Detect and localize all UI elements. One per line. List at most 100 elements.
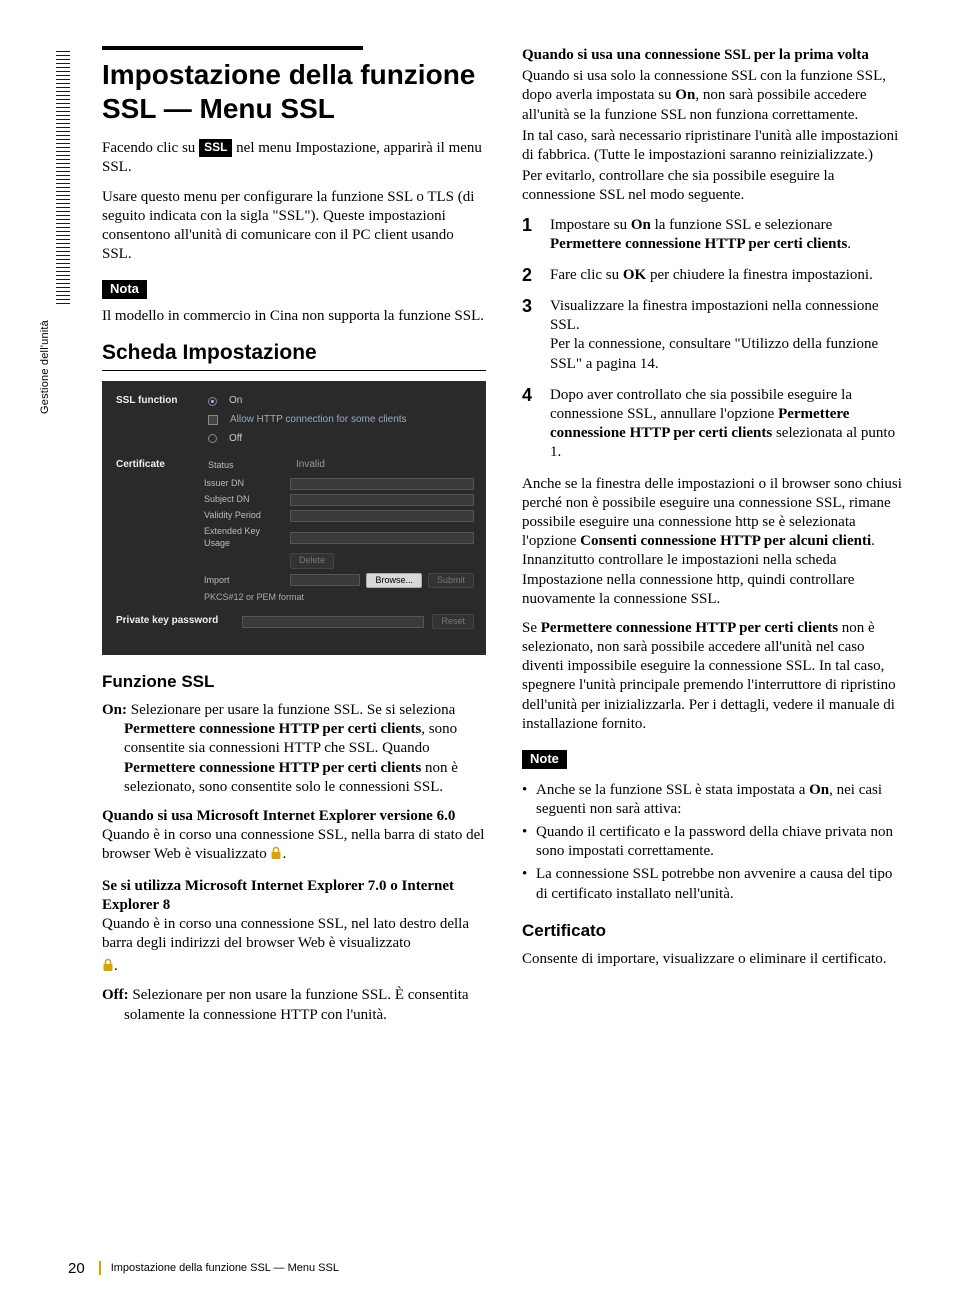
ie78-lock-line: . (102, 957, 486, 976)
text: Anche se la funzione SSL è stata imposta… (536, 782, 809, 798)
notes-list: Anche se la funzione SSL è stata imposta… (522, 781, 906, 904)
row-certificate: Certificate Status Invalid (114, 459, 474, 472)
text: Quando è in corso una connessione SSL, n… (102, 916, 469, 951)
footer-title: Impostazione della funzione SSL — Menu S… (99, 1261, 339, 1275)
heading-scheda-impostazione: Scheda Impostazione (102, 340, 486, 371)
label-eku: Extended Key Usage (204, 526, 284, 549)
text: Quando è in corso una connessione SSL, n… (102, 827, 484, 862)
delete-button[interactable]: Delete (290, 553, 334, 569)
step-1: Impostare su On la funzione SSL e selezi… (522, 216, 906, 254)
first-time-p2: In tal caso, sarà necessario ripristinar… (522, 127, 906, 165)
text: Selezionare per usare la funzione SSL. S… (127, 702, 455, 718)
lock-icon (102, 958, 114, 972)
text: Per la connessione, consultare "Utilizzo… (550, 336, 878, 371)
row-allow: Allow HTTP connection for some clients (114, 414, 474, 427)
text: Impostare su (550, 217, 631, 233)
certificato-text: Consente di importare, visualizzare o el… (522, 950, 906, 969)
text: non è selezionato, non sarà possibile ac… (522, 620, 896, 732)
field-eku (290, 532, 474, 544)
field-subject (290, 494, 474, 506)
column-left: Impostazione della funzione SSL — Menu S… (102, 46, 486, 1035)
label-off: Off: (102, 987, 129, 1003)
first-time-p3: Per evitarlo, controllare che sia possib… (522, 167, 906, 205)
row-validity: Validity Period (114, 510, 474, 522)
nota-text: Il modello in commercio in Cina non supp… (102, 307, 486, 326)
field-import[interactable] (290, 574, 360, 586)
step-3: Visualizzare la finestra impostazioni ne… (522, 297, 906, 374)
nota-badge: Nota (102, 280, 147, 299)
radio-on-label: On (229, 395, 242, 408)
label-private-key-password: Private key password (114, 615, 234, 628)
field-validity (290, 510, 474, 522)
first-time-p1: Quando si usa solo la connessione SSL co… (522, 67, 906, 125)
reset-button[interactable]: Reset (432, 614, 474, 630)
submit-button[interactable]: Submit (428, 573, 474, 589)
row-eku: Extended Key Usage (114, 526, 474, 549)
step-4: Dopo aver controllato che sia possibile … (522, 386, 906, 463)
label-on: On: (102, 702, 127, 718)
row-off: Off (114, 433, 474, 446)
checkbox-allow-http[interactable] (208, 415, 218, 425)
label-import: Import (204, 575, 284, 587)
label-certificate: Certificate (114, 459, 200, 472)
first-time-heading-paragraph: Quando si usa una connessione SSL per la… (522, 46, 906, 65)
step-2: Fare clic su OK per chiudere la finestra… (522, 266, 906, 285)
text-bold: Permettere connessione HTTP per certi cl… (550, 236, 847, 252)
settings-screenshot: SSL function On Allow HTTP connection fo… (102, 381, 486, 655)
radio-off-icon[interactable] (208, 434, 217, 443)
intro-paragraph-2: Usare questo menu per configurare la fun… (102, 188, 486, 265)
ie78-paragraph: Se si utilizza Microsoft Internet Explor… (102, 877, 486, 954)
text: . (114, 958, 118, 974)
page-footer: 20 Impostazione della funzione SSL — Men… (68, 1259, 339, 1278)
label-validity: Validity Period (204, 510, 284, 522)
browse-button[interactable]: Browse... (366, 573, 422, 589)
column-right: Quando si usa una connessione SSL per la… (522, 46, 906, 1035)
checkbox-allow-label: Allow HTTP connection for some clients (230, 414, 407, 427)
text-bold: OK (623, 267, 646, 283)
heading-funzione-ssl: Funzione SSL (102, 671, 486, 693)
row-ssl-function: SSL function On (114, 395, 474, 408)
text-bold: On (675, 87, 695, 103)
label-issuer: Issuer DN (204, 478, 284, 490)
text-bold: On (631, 217, 651, 233)
off-option-paragraph: Off: Selezionare per non usare la funzio… (102, 986, 486, 1024)
row-private-key: Private key password Reset (114, 614, 474, 630)
text: Selezionare per non usare la funzione SS… (124, 987, 469, 1022)
text: Se (522, 620, 541, 636)
text-bold: On (809, 782, 829, 798)
text: Visualizzare la finestra impostazioni ne… (550, 298, 879, 333)
after-steps-p1: Anche se la finestra delle impostazioni … (522, 475, 906, 609)
text-bold: Permettere connessione HTTP per certi cl… (124, 760, 421, 776)
after-steps-p2: Se Permettere connessione HTTP per certi… (522, 619, 906, 734)
intro-paragraph-1: Facendo clic su SSL nel menu Impostazion… (102, 139, 486, 177)
row-subject: Subject DN (114, 494, 474, 506)
field-issuer (290, 478, 474, 490)
note-3: La connessione SSL potrebbe non avvenire… (522, 865, 906, 903)
page-title: Impostazione della funzione SSL — Menu S… (102, 58, 486, 125)
label-status: Status (208, 460, 288, 472)
label-format: PKCS#12 or PEM format (114, 592, 474, 604)
subhead-ie78: Se si utilizza Microsoft Internet Explor… (102, 878, 454, 913)
row-delete: Delete (114, 553, 474, 569)
page: Gestione dell'unità Impostazione della f… (0, 0, 960, 1308)
page-number: 20 (68, 1259, 85, 1278)
field-private-key-password[interactable] (242, 616, 424, 628)
text: per chiudere la finestra impostazioni. (646, 267, 873, 283)
label-ssl-function: SSL function (114, 395, 200, 408)
note-1: Anche se la funzione SSL è stata imposta… (522, 781, 906, 819)
row-issuer: Issuer DN (114, 478, 474, 490)
text-bold: Consenti connessione HTTP per alcuni cli… (580, 533, 871, 549)
text: . (847, 236, 851, 252)
text: Fare clic su (550, 267, 623, 283)
subhead-ie6: Quando si usa Microsoft Internet Explore… (102, 808, 455, 824)
value-status: Invalid (296, 459, 325, 472)
radio-on-icon[interactable] (208, 397, 217, 406)
side-section-label: Gestione dell'unità (38, 320, 52, 414)
ssl-chip-icon: SSL (199, 139, 232, 156)
title-rule (102, 46, 363, 50)
steps-list: Impostare su On la funzione SSL e selezi… (522, 216, 906, 463)
on-option-paragraph: On: Selezionare per usare la funzione SS… (102, 701, 486, 797)
label-subject: Subject DN (204, 494, 284, 506)
lock-icon (270, 846, 282, 860)
row-import: Import Browse... Submit (114, 573, 474, 589)
